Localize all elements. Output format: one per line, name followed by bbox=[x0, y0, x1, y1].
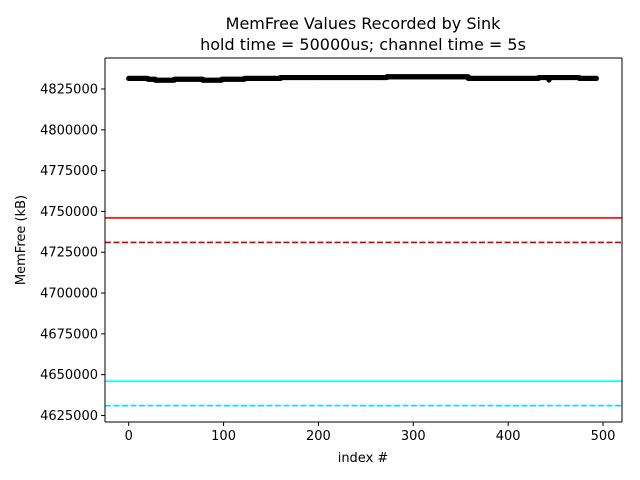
y-axis-label: MemFree (kB) bbox=[14, 195, 29, 285]
y-tick-label: 4800000 bbox=[40, 123, 98, 138]
axes bbox=[104, 57, 623, 423]
reference-lines bbox=[105, 217, 622, 407]
data-point bbox=[593, 75, 599, 82]
y-tick-label: 4750000 bbox=[40, 205, 98, 220]
y-tick-label: 4725000 bbox=[40, 246, 98, 261]
x-tick-label: 500 bbox=[591, 429, 616, 444]
y-tick-label: 4650000 bbox=[40, 368, 98, 383]
x-tick-label: 300 bbox=[401, 429, 426, 444]
x-tick-label: 100 bbox=[211, 429, 236, 444]
chart-subtitle: hold time = 50000us; channel time = 5s bbox=[200, 35, 526, 54]
y-tick-label: 4700000 bbox=[40, 287, 98, 302]
x-axis-label: index # bbox=[338, 451, 389, 466]
y-tick-label: 4625000 bbox=[40, 409, 98, 424]
x-tick-label: 200 bbox=[306, 429, 331, 444]
y-tick-label: 4825000 bbox=[40, 83, 98, 98]
y-tick-label: 4775000 bbox=[40, 164, 98, 179]
tick-marks: 0 100 200 300 400 500 4625000 4650000 4675000 470… bbox=[40, 83, 615, 444]
data-points bbox=[126, 74, 599, 83]
x-tick-label: 0 bbox=[125, 429, 133, 444]
chart-title: MemFree Values Recorded by Sink bbox=[226, 14, 501, 33]
x-tick-label: 400 bbox=[496, 429, 521, 444]
y-tick-label: 4675000 bbox=[40, 327, 98, 342]
data-point bbox=[546, 77, 552, 83]
